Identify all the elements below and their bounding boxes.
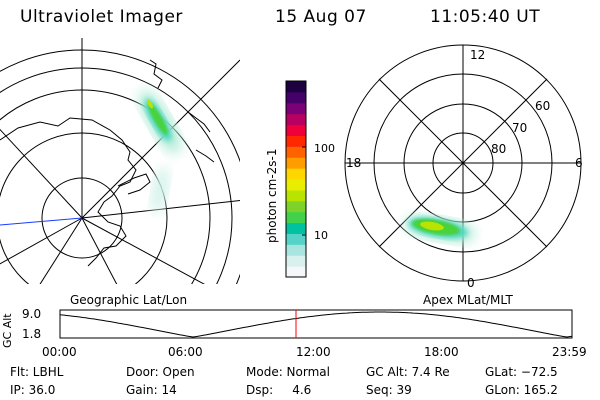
colorbar-swatch: [286, 179, 306, 191]
status-seq: Seq: 39: [366, 383, 412, 397]
geo-meridian: [81, 217, 205, 284]
colorbar: [285, 80, 307, 278]
status-ip: IP: 36.0: [10, 383, 56, 397]
orbit-altitude-curve: [59, 311, 573, 338]
geo-meridian: [0, 217, 83, 265]
geo-panel-label: Geographic Lat/Lon: [70, 293, 188, 307]
polar-aurora: [404, 215, 476, 243]
status-glon: GLon: 165.2: [485, 383, 558, 397]
colorbar-swatch: [286, 91, 306, 104]
colorbar-swatch: [286, 146, 306, 158]
status-gc-alt: GC Alt: 7.4 Re: [366, 365, 450, 379]
colorbar-tick-100: 100: [314, 142, 335, 155]
colorbar-swatch: [286, 135, 306, 147]
time-label: 11:05:40 UT: [430, 7, 541, 27]
orbit-ytick-min: 1.8: [22, 327, 42, 341]
noon-meridian-line: [0, 217, 83, 226]
colorbar-swatch: [286, 168, 306, 180]
orbit-xtick: 00:00: [42, 345, 77, 359]
geo-aurora: [139, 90, 181, 214]
geo-meridian: [0, 128, 83, 219]
colorbar-tick-10: 10: [314, 229, 328, 242]
polar-panel-label: Apex MLat/MLT: [423, 293, 513, 307]
colorbar-swatch: [286, 266, 306, 278]
orbit-plot-frame: [59, 309, 573, 339]
colorbar-swatch: [286, 113, 306, 126]
mlt-label-6: 6: [575, 156, 583, 170]
status-mode: Mode: Normal: [246, 365, 330, 379]
colorbar-swatch: [286, 255, 306, 267]
status-gain: Gain: 14: [126, 383, 177, 397]
colorbar-frame: [285, 80, 307, 278]
coastline: [195, 149, 215, 163]
colorbar-swatch: [286, 233, 306, 245]
coastline: [0, 117, 137, 267]
coastline: [187, 111, 211, 133]
mlat-label-60: 60: [535, 99, 551, 113]
date-label: 15 Aug 07: [275, 7, 367, 27]
status-glat: GLat: −72.5: [485, 365, 558, 379]
coastline: [117, 173, 151, 195]
status-door: Door: Open: [126, 365, 195, 379]
orbit-plot: [59, 309, 573, 339]
colorbar-swatch: [286, 244, 306, 256]
colorbar-unit-label: photon cm-2s-1: [265, 148, 279, 244]
status-filter: Flt: LBHL: [10, 365, 64, 379]
mlt-label-12: 12: [470, 48, 486, 62]
orbit-xtick: 06:00: [168, 345, 203, 359]
orbit-xtick: 23:59: [552, 345, 587, 359]
orbit-xtick: 18:00: [424, 345, 459, 359]
mlt-label-18: 18: [346, 156, 362, 170]
status-dsp: Dsp: 4.6: [246, 383, 312, 397]
colorbar-swatch: [286, 211, 306, 224]
coastline: [149, 59, 163, 89]
orbit-ylabel: GC Alt: [1, 313, 14, 348]
geo-meridian: [39, 217, 83, 284]
mlat-label-70: 70: [512, 121, 528, 135]
polar-mlat-mlt-panel: [344, 44, 582, 282]
mlat-label-80: 80: [491, 142, 507, 156]
colorbar-swatch: [286, 157, 306, 169]
instrument-title: Ultraviolet Imager: [20, 7, 183, 27]
colorbar-swatch: [286, 81, 306, 93]
geo-meridian: [81, 217, 118, 284]
colorbar-swatch: [286, 200, 306, 213]
colorbar-swatch: [286, 102, 306, 115]
geographic-map-panel: [0, 38, 240, 284]
colorbar-swatch: [286, 222, 306, 234]
colorbar-swatch: [286, 189, 306, 202]
orbit-ytick-max: 9.0: [22, 307, 42, 321]
colorbar-swatch: [286, 124, 306, 136]
mlt-label-0: 0: [467, 276, 475, 290]
geo-meridian: [81, 200, 240, 219]
polar-diagonal: [378, 78, 548, 248]
orbit-xtick: 12:00: [296, 345, 331, 359]
